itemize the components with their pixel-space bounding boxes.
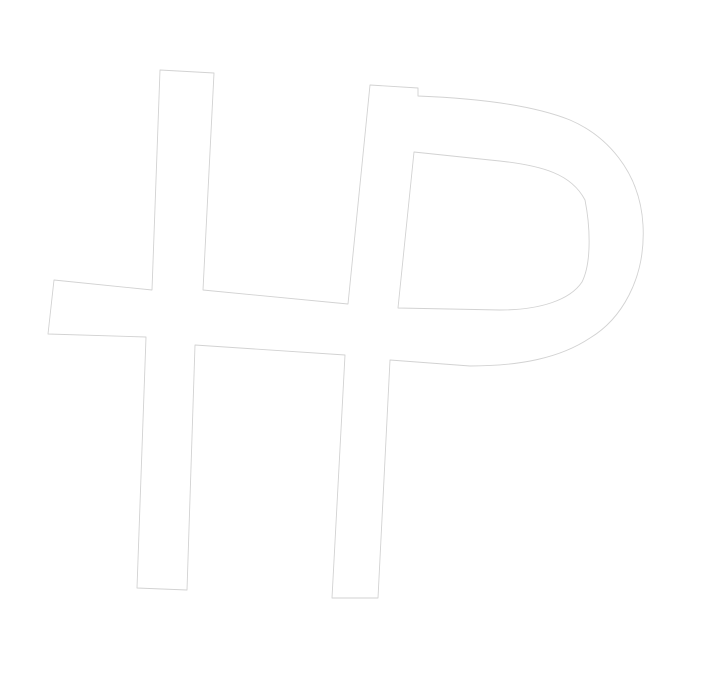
hp-monogram-outline	[47, 69, 644, 599]
